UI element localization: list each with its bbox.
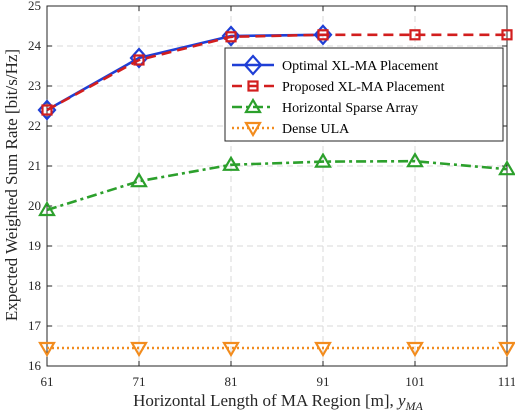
data-point bbox=[314, 152, 332, 168]
x-tick-label: 81 bbox=[225, 374, 238, 389]
legend-marker bbox=[244, 121, 262, 138]
plot-area bbox=[46, 5, 508, 367]
legend-label: Dense ULA bbox=[282, 122, 350, 137]
legend-label: Optimal XL-MA Placement bbox=[282, 59, 438, 74]
x-tick-label: 101 bbox=[405, 374, 425, 389]
data-point bbox=[498, 341, 515, 358]
x-tick-label: 91 bbox=[317, 374, 330, 389]
x-axis-label-text: Horizontal Length of MA Region [m], bbox=[133, 391, 398, 410]
x-tick-label: 111 bbox=[498, 374, 515, 389]
legend-marker bbox=[243, 54, 263, 76]
y-tick-label: 22 bbox=[28, 118, 41, 133]
legend-entry: Optimal XL-MA Placement bbox=[232, 54, 438, 76]
y-tick-label: 24 bbox=[28, 38, 42, 53]
data-point bbox=[406, 341, 424, 358]
y-tick-label: 18 bbox=[28, 278, 41, 293]
data-point bbox=[222, 341, 240, 358]
y-tick-label: 21 bbox=[28, 158, 41, 173]
legend-marker bbox=[244, 97, 262, 114]
x-axis-ticks: 61 71 81 91 101 111 bbox=[41, 6, 515, 389]
series-square bbox=[41, 29, 513, 116]
legend: Optimal XL-MA Placement Proposed XL-MA Pl… bbox=[224, 47, 504, 142]
legend-label: Horizontal Sparse Array bbox=[282, 101, 418, 116]
x-tick-label: 61 bbox=[41, 374, 54, 389]
x-axis-label-subscript: MA bbox=[405, 399, 424, 413]
data-point bbox=[38, 200, 56, 217]
x-axis-label: Horizontal Length of MA Region [m], yMA bbox=[133, 391, 423, 413]
data-point bbox=[498, 160, 515, 176]
data-point bbox=[38, 341, 56, 358]
legend-entry: Proposed XL-MA Placement bbox=[232, 80, 445, 95]
data-point bbox=[222, 155, 240, 171]
data-point bbox=[225, 31, 237, 43]
legend-marker bbox=[247, 80, 259, 92]
y-axis-label: Expected Weighted Sum Rate [bit/s/Hz] bbox=[2, 49, 21, 321]
legend-entry: Horizontal Sparse Array bbox=[232, 97, 418, 116]
series-triangle-down bbox=[38, 341, 515, 358]
x-axis-label-symbol: y bbox=[396, 391, 406, 410]
series-line bbox=[46, 33, 507, 112]
y-tick-label: 23 bbox=[28, 78, 41, 93]
data-point bbox=[501, 29, 513, 41]
series-triangle-up bbox=[38, 152, 515, 217]
data-point bbox=[130, 172, 148, 188]
y-tick-label: 16 bbox=[28, 358, 42, 373]
data-point bbox=[41, 104, 53, 116]
series-line bbox=[46, 159, 508, 212]
legend-entry: Dense ULA bbox=[232, 121, 350, 138]
data-point bbox=[130, 341, 148, 358]
legend-label: Proposed XL-MA Placement bbox=[282, 80, 445, 95]
data-point bbox=[406, 152, 424, 168]
data-point bbox=[317, 29, 329, 41]
x-tick-label: 71 bbox=[133, 374, 146, 389]
legend-box bbox=[224, 47, 504, 142]
data-point bbox=[314, 341, 332, 358]
y-tick-label: 20 bbox=[28, 198, 41, 213]
data-point bbox=[409, 29, 421, 41]
y-axis-ticks: 16 17 18 19 20 21 22 23 24 25 bbox=[28, 0, 507, 373]
y-tick-label: 17 bbox=[28, 318, 42, 333]
y-tick-label: 25 bbox=[28, 0, 41, 13]
series-layer bbox=[37, 24, 515, 358]
data-point bbox=[133, 54, 145, 66]
y-tick-label: 19 bbox=[28, 238, 41, 253]
